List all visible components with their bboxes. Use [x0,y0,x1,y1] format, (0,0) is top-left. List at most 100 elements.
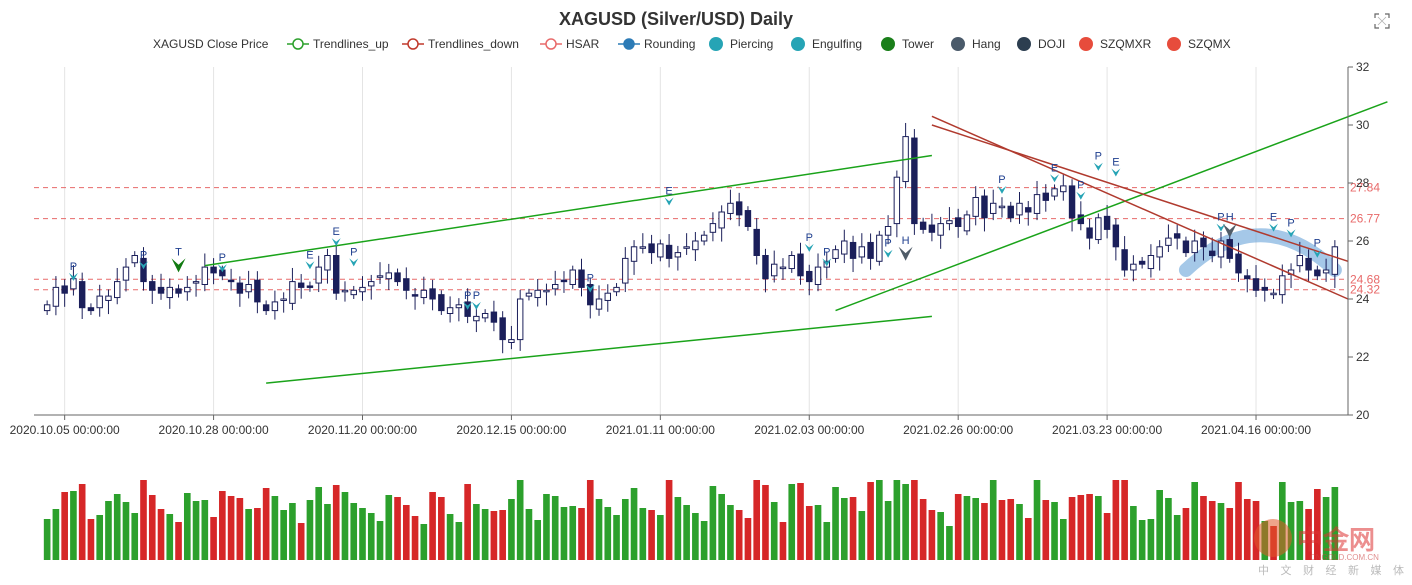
candle-body [604,292,611,301]
candle [867,233,874,270]
candle [937,216,944,249]
pattern-marker: P [883,238,893,258]
volume-bar [849,497,857,560]
candle-body [1244,275,1251,280]
pattern-marker-arrow [305,261,315,270]
volume-bar [805,506,813,560]
candle-body [236,282,244,294]
candle [1103,205,1111,239]
volume-bar [385,495,393,560]
candle-body [622,257,629,284]
candle-body [1016,202,1023,216]
volume-bar [718,494,725,560]
pattern-marker: P [463,290,473,310]
volume-bar [1103,513,1111,560]
x-tick-label: 2020.10.05 00:00:00 [10,423,120,437]
candle-body [429,288,436,300]
volume-bar [446,514,454,560]
candle-body [525,292,533,297]
candle-body [990,202,997,214]
candle [1235,242,1242,282]
legend-marker [407,38,419,50]
watermark-tagline: 中 文 财 经 新 媒 体 [1258,563,1408,577]
volume-bar [315,487,323,560]
volume-bar [1200,496,1207,560]
candle [245,270,252,299]
candle-body [411,294,419,297]
legend-item-piercing: Piercing [709,37,773,51]
pattern-marker-arrow [664,197,674,206]
fullscreen-icon[interactable] [1374,13,1390,29]
candle [429,279,436,311]
volume-bar [578,508,585,560]
candle-body [105,295,112,301]
pattern-marker-label: E [333,226,340,238]
candle [700,230,708,246]
volume-bar [963,496,971,560]
x-tick-label: 2021.01.11 00:00:00 [606,423,716,437]
pattern-marker-label: P [350,246,357,258]
candle [954,208,962,238]
candle [262,300,270,315]
volume-bar [1156,490,1163,560]
legend-label: Trendlines_down [428,37,519,51]
legend-item-engulfing: Engulfing [791,37,862,51]
pattern-marker: P [217,252,227,273]
volume-bar [1305,509,1312,560]
volume-bar [613,515,620,560]
volume-bar [867,482,874,560]
candle [52,276,60,316]
candle-body [665,244,673,259]
legend-item-rounding: Rounding [618,37,695,51]
volume-bar [166,514,174,560]
tower-marker-label: T [175,246,182,258]
candle [1042,184,1049,212]
candle [1025,200,1032,226]
candle [578,258,585,297]
candle [184,276,191,301]
candle [376,262,384,284]
candle-body [1182,240,1190,254]
candle-body [867,241,874,259]
candle-body [1270,292,1277,296]
candle [420,276,428,305]
candle-body [289,281,296,304]
volume-bar [429,492,436,560]
legend-item-tower: Tower [881,37,934,51]
candle [604,284,611,312]
pattern-marker: P [471,290,481,310]
pattern-marker-label: P [806,232,813,244]
candle-body [1322,269,1330,274]
candle-body [359,286,366,293]
candle [1226,235,1233,263]
candle [928,213,936,242]
candle [622,247,629,293]
candle-body [140,257,147,283]
volume-bar [902,484,909,560]
volume-bar [525,509,533,560]
candle [552,270,559,296]
volume-bar [96,515,104,560]
candle-body [262,304,270,312]
legend-marker [292,38,304,50]
candle-body [297,282,305,288]
candle [359,276,366,301]
volume-bar [823,522,831,560]
watermark-site: CNGOLD.COM.CN [1310,553,1379,562]
candle [1209,237,1216,263]
volume-bar [262,488,270,560]
candle [1331,240,1339,288]
y-tick-label: 30 [1356,118,1370,132]
candle-body [1025,207,1032,213]
candle [1261,278,1268,302]
candle [1287,263,1295,288]
candle [1217,232,1225,269]
candle-body [473,315,480,322]
candle [858,233,866,264]
volume-bar [175,522,182,560]
hsar-label: 26.77 [1350,212,1380,226]
candle-body [884,226,892,236]
hsar-label: 24.32 [1350,283,1380,297]
volume-bar [674,497,682,560]
volume-bar [1138,520,1146,560]
